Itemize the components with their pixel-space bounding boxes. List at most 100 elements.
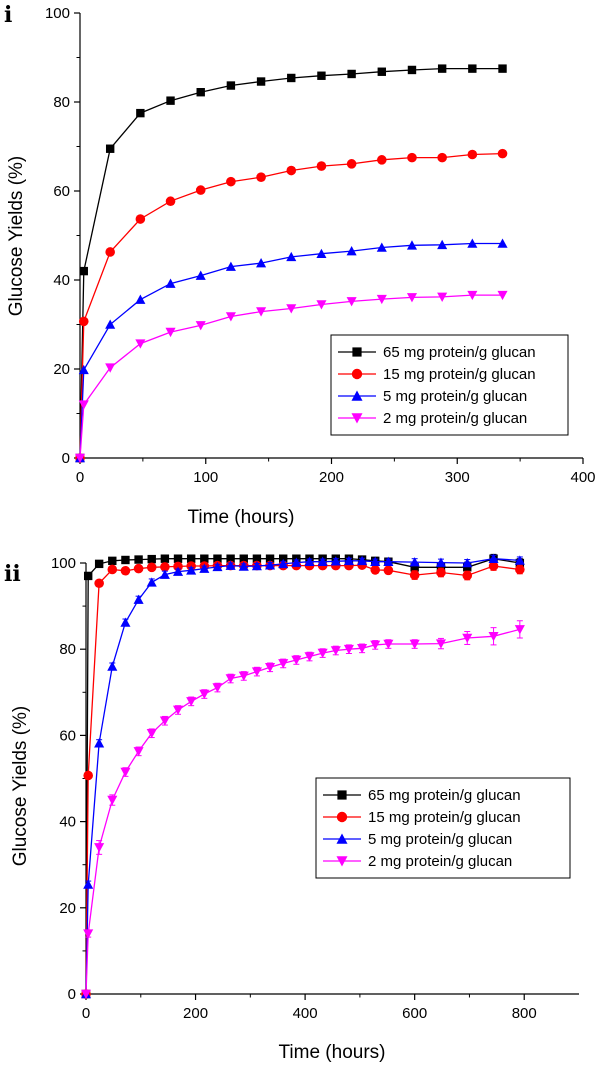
data-point: [83, 571, 93, 581]
x-tick-label: 600: [402, 1005, 427, 1022]
y-tick-label: 0: [62, 450, 70, 467]
data-point: [225, 674, 236, 684]
data-point: [370, 565, 381, 575]
data-point: [83, 770, 93, 781]
legend-label: 15 mg protein/g glucan: [383, 366, 536, 383]
data-point: [225, 560, 236, 570]
data-point: [514, 625, 525, 635]
data-point: [317, 556, 328, 566]
data-point: [94, 738, 105, 748]
data-point: [406, 240, 418, 250]
y-tick-label: 60: [59, 727, 76, 744]
data-point: [343, 555, 354, 566]
data-point: [291, 655, 302, 666]
data-point: [159, 716, 170, 726]
data-point: [317, 648, 328, 659]
series-line: [85, 628, 520, 995]
data-point: [497, 238, 508, 248]
data-point: [265, 663, 276, 673]
data-point: [199, 689, 210, 700]
data-point: [463, 563, 472, 572]
series-4: [74, 290, 508, 464]
data-point: [146, 562, 157, 573]
x-tick-label: 300: [445, 469, 470, 486]
legend-label: 2 mg protein/g glucan: [383, 410, 527, 427]
data-point: [159, 569, 170, 579]
data-point: [135, 214, 146, 224]
data-point: [200, 554, 209, 563]
data-point: [107, 661, 118, 671]
data-point: [462, 570, 473, 581]
legend-item: 2 mg protein/g glucan: [323, 853, 512, 870]
y-axis-title: Glucose Yields (%): [10, 706, 31, 867]
data-point: [165, 327, 176, 338]
legend-item: 2 mg protein/g glucan: [338, 410, 527, 427]
x-tick-label: 200: [319, 469, 344, 486]
data-point: [435, 639, 446, 649]
data-point: [436, 563, 446, 572]
series-line: [85, 558, 520, 995]
data-point: [199, 563, 210, 573]
data-point: [225, 312, 236, 322]
data-point: [347, 69, 356, 79]
data-point: [346, 297, 357, 307]
data-point: [278, 659, 289, 669]
data-point: [286, 165, 297, 176]
data-point: [108, 556, 117, 566]
data-point: [83, 879, 94, 889]
data-point: [497, 290, 508, 301]
data-point: [78, 316, 89, 327]
data-point: [316, 300, 327, 310]
legend-marker: [336, 856, 348, 867]
data-point: [78, 364, 89, 375]
legend-item: 15 mg protein/g glucan: [323, 809, 521, 826]
series-line: [79, 242, 503, 459]
data-point: [436, 567, 446, 578]
data-point: [410, 563, 419, 572]
series-4: [80, 620, 525, 1000]
data-point: [343, 644, 354, 655]
data-point: [226, 81, 236, 90]
data-point: [195, 270, 206, 280]
legend-label: 65 mg protein/g glucan: [383, 344, 536, 361]
series-3: [74, 238, 508, 463]
data-point: [279, 554, 288, 563]
data-point: [147, 554, 156, 564]
data-point: [291, 557, 302, 567]
data-point: [120, 565, 131, 576]
data-point: [468, 64, 477, 73]
legend-label: 5 mg protein/g glucan: [383, 388, 527, 405]
data-point: [172, 705, 184, 716]
data-point: [488, 553, 499, 563]
plot-area: 0 200 400 600 800 0 20 40 60 80 100 65 mg protein/g…: [51, 553, 579, 1022]
data-point: [278, 558, 289, 569]
series-line: [79, 67, 503, 459]
data-point: [195, 321, 206, 331]
data-point: [186, 697, 197, 707]
data-point: [238, 561, 249, 571]
data-point: [213, 554, 222, 563]
data-point: [330, 556, 341, 566]
plot-area: 0 100 200 300 400 0 20 40 60 80 100 65 mg protein/g…: [45, 5, 596, 486]
y-tick-label: 80: [53, 94, 70, 111]
data-point: [133, 594, 144, 604]
data-point: [146, 577, 157, 587]
legend-label: 65 mg protein/g glucan: [368, 787, 521, 804]
legend-marker: [352, 347, 362, 357]
data-point: [105, 363, 116, 373]
data-point: [226, 554, 235, 563]
data-point: [370, 640, 381, 650]
y-tick-label: 100: [51, 555, 76, 572]
y-tick-label: 60: [53, 183, 70, 200]
data-point: [135, 294, 146, 304]
data-point: [94, 559, 104, 569]
data-point: [407, 152, 417, 163]
data-point: [286, 304, 297, 314]
data-point: [467, 238, 478, 248]
data-point: [105, 319, 116, 329]
legend-label: 5 mg protein/g glucan: [368, 831, 512, 848]
data-point: [317, 71, 326, 80]
series-line: [79, 152, 503, 459]
data-point: [195, 185, 206, 195]
